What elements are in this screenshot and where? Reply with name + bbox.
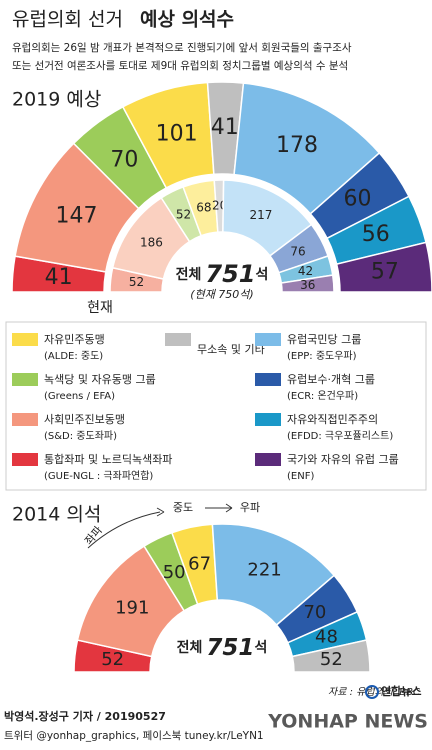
legend-note: (S&D: 중도좌파) <box>44 430 117 442</box>
legend-name: 유럽보수·개혁 그룹 <box>287 372 375 386</box>
seat-label: 52 <box>101 649 124 670</box>
legend-swatch <box>12 413 38 426</box>
direction-label: 우파 <box>240 501 260 514</box>
legend-name: 자유민주동맹 <box>44 333 105 346</box>
direction-label: 중도 <box>173 501 193 514</box>
legend-swatch <box>255 453 281 466</box>
watermark: YONHAP NEWS <box>267 711 428 733</box>
seat-segment <box>335 241 432 293</box>
seat-label: 68 <box>196 200 211 214</box>
total-label: 전체 751석 <box>176 260 269 288</box>
legend-swatch <box>255 373 281 386</box>
seat-label: 221 <box>247 560 281 581</box>
total-note: (현재 750석) <box>190 288 253 301</box>
legend-swatch <box>12 453 38 466</box>
seat-label: 186 <box>140 235 163 249</box>
seat-label: 101 <box>156 121 198 146</box>
direction-arrows <box>87 503 233 549</box>
seat-label: 56 <box>362 222 390 247</box>
seat-label: 52 <box>176 208 191 222</box>
title-light: 유럽의회 선거 <box>12 9 123 31</box>
seat-label: 76 <box>290 244 305 258</box>
seat-label: 178 <box>276 133 318 158</box>
logo: 연합뉴스 <box>381 684 421 698</box>
legend-swatch <box>165 333 191 346</box>
seat-label: 52 <box>129 275 144 289</box>
legend-note: (ENF) <box>287 471 314 482</box>
byline: 박영석.장성구 기자 / 20190527 <box>4 709 166 723</box>
total-total-label: 전체 <box>177 639 203 656</box>
seat-label: 50 <box>163 562 186 583</box>
legend-frame <box>5 321 427 491</box>
seat-label: 60 <box>344 187 372 212</box>
seat-label: 70 <box>303 602 326 623</box>
seat-label: 36 <box>300 278 315 292</box>
sns: 트위터 @yonhap_graphics, 페이스북 tuney.kr/LeYN… <box>4 729 264 742</box>
chart-title: 2019 예상 <box>12 89 101 111</box>
seat-segment <box>291 639 371 673</box>
seat-label: 147 <box>55 203 97 228</box>
total-total: 751 <box>205 260 255 288</box>
legend-name: 녹색당 및 자유동맹 그룹 <box>44 373 156 386</box>
subtitle: 유럽의회는 26일 밤 개표가 본격적으로 진행되기에 앞서 회원국들의 출구조… <box>12 41 352 54</box>
legend-note: (ALDE: 중도) <box>44 350 103 362</box>
total-total-unit: 석 <box>254 640 267 656</box>
legend-swatch <box>255 413 281 426</box>
subtitle: 또는 선거전 여론조사를 토대로 제9대 유럽의회 정치그룹별 예상의석 수 분… <box>12 59 348 72</box>
seat-segment <box>280 274 335 293</box>
chart-title: 2014 의석 <box>12 504 101 526</box>
legend-note: (ECR: 온건우파) <box>287 390 358 402</box>
legend-swatch <box>12 333 38 346</box>
title-bold: 예상 의석수 <box>140 9 234 31</box>
seat-label: 57 <box>371 259 399 284</box>
legend-note: (EPP: 중도우파) <box>287 350 357 362</box>
legend-name: 자유와직접민주주의 <box>287 413 378 426</box>
seat-label: 42 <box>298 264 313 278</box>
direction-label: 좌파 <box>82 524 105 548</box>
legend-name: 유럽국민당 그룹 <box>287 332 361 346</box>
seat-label: 41 <box>211 115 239 140</box>
legend-swatch <box>255 333 281 346</box>
logo-icon <box>365 685 379 699</box>
legend-note: (GUE-NGL : 극좌파연합) <box>44 470 153 482</box>
seat-label: 48 <box>315 627 338 648</box>
source: 자료 : 유럽의회, BBC <box>328 686 420 698</box>
legend-note: (EFDD: 극우포퓰리스트) <box>287 430 393 442</box>
total-total-unit: 석 <box>255 267 268 283</box>
legend-name: 국가와 자유의 유럽 그룹 <box>287 452 399 466</box>
seat-label: 217 <box>249 208 272 222</box>
legend-swatch <box>12 373 38 386</box>
total-total-label: 전체 <box>176 266 202 283</box>
seat-label: 41 <box>45 265 73 290</box>
total-label: 전체 751석 <box>177 635 268 661</box>
seat-label: 67 <box>188 553 211 574</box>
seat-label: 70 <box>110 147 138 172</box>
legend-name: 무소속 및 기타 <box>197 343 265 356</box>
legend-note: (Greens / EFA) <box>44 391 115 402</box>
seat-label: 191 <box>115 597 149 618</box>
legend-name: 통합좌파 및 노르딕녹색좌파 <box>44 453 172 466</box>
legend-name: 사회민주진보동맹 <box>44 413 125 426</box>
inner-label: 현재 <box>87 300 113 316</box>
seat-label: 52 <box>320 649 343 670</box>
total-total: 751 <box>206 635 254 661</box>
